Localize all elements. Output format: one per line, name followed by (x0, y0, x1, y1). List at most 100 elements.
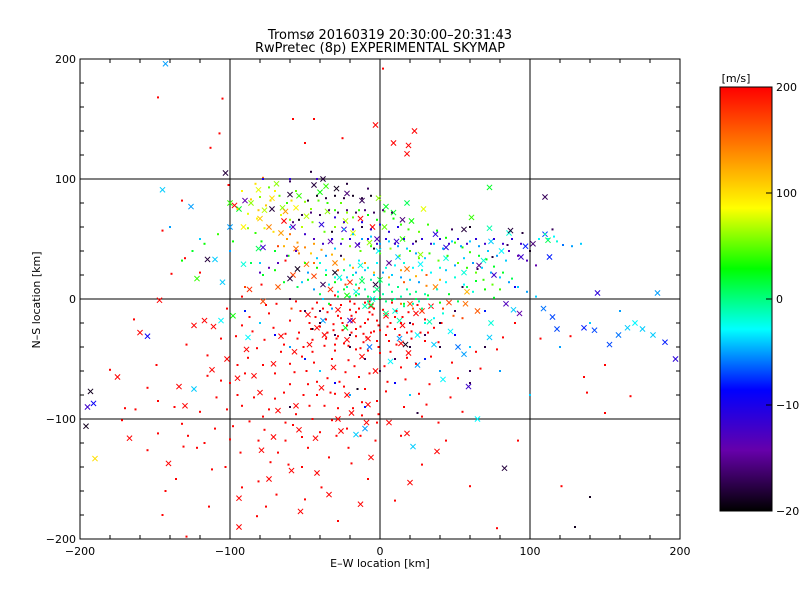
scatter-dot-mark (365, 336, 368, 339)
x-tick-label: −100 (215, 545, 245, 558)
scatter-dot-mark (338, 380, 341, 383)
scatter-dot-mark (341, 322, 344, 324)
scatter-dot-mark (290, 307, 293, 310)
scatter-dot-mark (353, 302, 356, 305)
x-tick-label: 100 (520, 545, 541, 558)
scatter-dot-mark (409, 250, 411, 252)
scatter-dot-mark (502, 336, 504, 339)
scatter-dot-mark (454, 334, 456, 336)
scatter-dot-mark (475, 350, 477, 353)
scatter-dot-mark (412, 323, 414, 326)
scatter-dot-mark (457, 262, 459, 264)
scatter-dot-mark (416, 304, 419, 306)
scatter-dot-mark (250, 198, 252, 201)
scatter-dot-mark (551, 228, 554, 231)
scatter-dot-mark (268, 312, 270, 315)
scatter-dot-mark (308, 404, 311, 407)
scatter-dot-mark (331, 230, 333, 233)
scatter-dot-mark (256, 515, 258, 518)
scatter-dot-mark (406, 288, 408, 291)
scatter-cross-mark (333, 185, 340, 192)
scatter-dot-mark (320, 486, 323, 489)
scatter-dot-mark (352, 228, 354, 231)
scatter-cross-mark (411, 128, 418, 134)
scatter-dot-mark (487, 250, 489, 252)
scatter-dot-mark (427, 298, 429, 300)
scatter-cross-mark (488, 320, 494, 326)
scatter-dot-mark (466, 242, 468, 245)
scatter-dot-mark (346, 182, 348, 185)
scatter-dot-mark (314, 316, 317, 318)
scatter-dot-mark (469, 226, 471, 228)
scatter-cross-mark (353, 288, 359, 295)
scatter-cross-mark (464, 288, 470, 295)
scatter-dot-mark (385, 390, 387, 393)
scatter-dot-mark (535, 295, 537, 298)
scatter-dot-mark (479, 367, 482, 370)
scatter-cross-mark (320, 281, 326, 288)
scatter-cross-mark (335, 306, 341, 313)
scatter-dot-mark (311, 350, 314, 353)
scatter-cross-mark (243, 346, 250, 353)
scatter-dot-mark (337, 407, 339, 410)
scatter-dot-mark (419, 331, 422, 334)
scatter-dot-mark (278, 194, 281, 197)
scatter-dot-mark (358, 307, 360, 310)
scatter-dot-mark (508, 281, 510, 284)
scatter-dot-mark (362, 332, 365, 335)
scatter-dot-mark (361, 226, 363, 228)
scatter-dot-mark (437, 259, 440, 262)
scatter-dot-mark (335, 434, 338, 437)
scatter-dot-mark (286, 238, 288, 240)
scatter-dot-mark (341, 329, 344, 332)
scatter-dot-mark (329, 304, 332, 306)
scatter-dot-mark (604, 364, 606, 366)
scatter-dot-mark (187, 434, 189, 437)
scatter-dot-mark (170, 272, 173, 275)
scatter-dot-mark (461, 410, 464, 413)
scatter-dot-mark (389, 322, 392, 324)
scatter-cross-mark (83, 423, 89, 430)
scatter-cross-mark (402, 341, 409, 348)
scatter-dot-mark (287, 254, 290, 257)
scatter-dot-mark (409, 293, 411, 296)
scatter-cross-mark (461, 351, 467, 358)
scatter-dot-mark (298, 252, 300, 255)
scatter-dot-mark (358, 287, 360, 290)
scatter-dot-mark (349, 264, 351, 267)
scatter-dot-mark (232, 240, 234, 243)
scatter-dot-mark (229, 250, 231, 252)
scatter-cross-mark (546, 254, 553, 260)
scatter-dot-mark (346, 427, 348, 430)
scatter-cross-mark (201, 317, 208, 324)
scatter-dot-mark (451, 240, 453, 243)
scatter-dot-mark (307, 278, 309, 281)
scatter-dot-mark (319, 262, 321, 264)
scatter-cross-mark (204, 256, 211, 263)
scatter-dot-mark (373, 290, 375, 293)
scatter-dot-mark (124, 407, 126, 410)
scatter-dot-mark (334, 382, 336, 384)
scatter-dot-mark (370, 235, 372, 238)
scatter-dot-mark (359, 347, 362, 350)
scatter-dot-mark (368, 300, 371, 303)
scatter-dot-mark (334, 276, 336, 279)
scatter-dot-mark (298, 331, 300, 334)
scatter-dot-mark (182, 445, 185, 448)
scatter-dot-mark (343, 221, 345, 224)
scatter-dot-mark (317, 199, 320, 202)
scatter-dot-mark (346, 211, 348, 214)
scatter-dot-mark (272, 326, 275, 329)
scatter-dot-mark (241, 295, 243, 298)
scatter-dot-mark (449, 396, 452, 399)
scatter-cross-mark (501, 465, 508, 472)
scatter-dot-mark (547, 238, 549, 240)
scatter-dot-mark (313, 118, 315, 120)
scatter-dot-mark (364, 406, 366, 408)
scatter-dot-mark (437, 341, 440, 344)
scatter-dot-mark (388, 276, 390, 279)
scatter-dot-mark (268, 408, 270, 411)
scatter-dot-mark (346, 286, 348, 288)
scatter-dot-mark (275, 302, 278, 305)
scatter-dot-mark (146, 449, 149, 452)
